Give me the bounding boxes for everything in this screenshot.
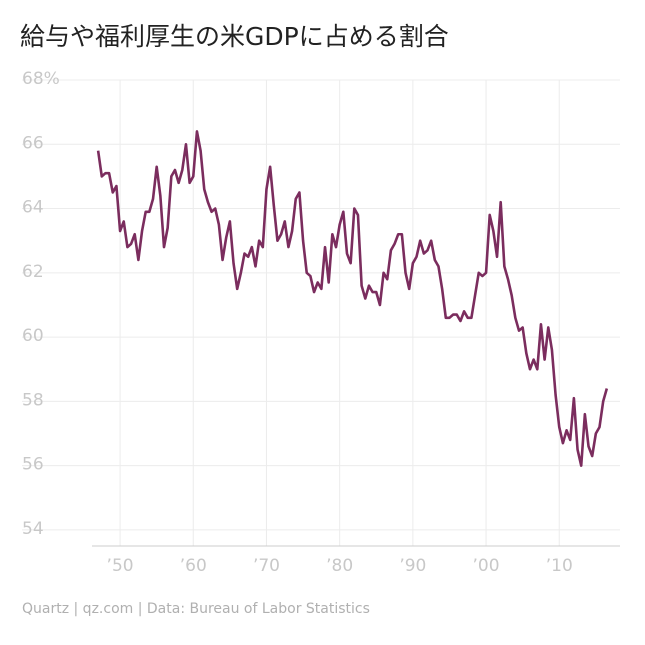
y-tick-label: 58 xyxy=(22,390,44,410)
y-tick-label: 68% xyxy=(22,69,60,89)
y-tick-label: 66 xyxy=(22,133,44,153)
x-tick-label: ’10 xyxy=(546,556,573,576)
source: Quartz | qz.com | Data: Bureau of Labor … xyxy=(22,601,370,617)
x-tick-label: ’00 xyxy=(473,556,500,576)
y-tick-label: 60 xyxy=(22,326,44,346)
x-tick-label: ’50 xyxy=(107,556,134,576)
x-tick-label: ’90 xyxy=(399,556,426,576)
y-tick-label: 64 xyxy=(22,198,44,218)
y-tick-label: 62 xyxy=(22,262,44,282)
chart-title: 給与や福利厚生の米GDPに占める割合 xyxy=(20,22,449,51)
data-line xyxy=(96,130,609,467)
x-tick-label: ’80 xyxy=(326,556,353,576)
x-tick-label: ’60 xyxy=(180,556,207,576)
y-tick-label: 56 xyxy=(22,455,44,475)
x-tick-label: ’70 xyxy=(253,556,280,576)
y-tick-label: 54 xyxy=(22,519,44,539)
